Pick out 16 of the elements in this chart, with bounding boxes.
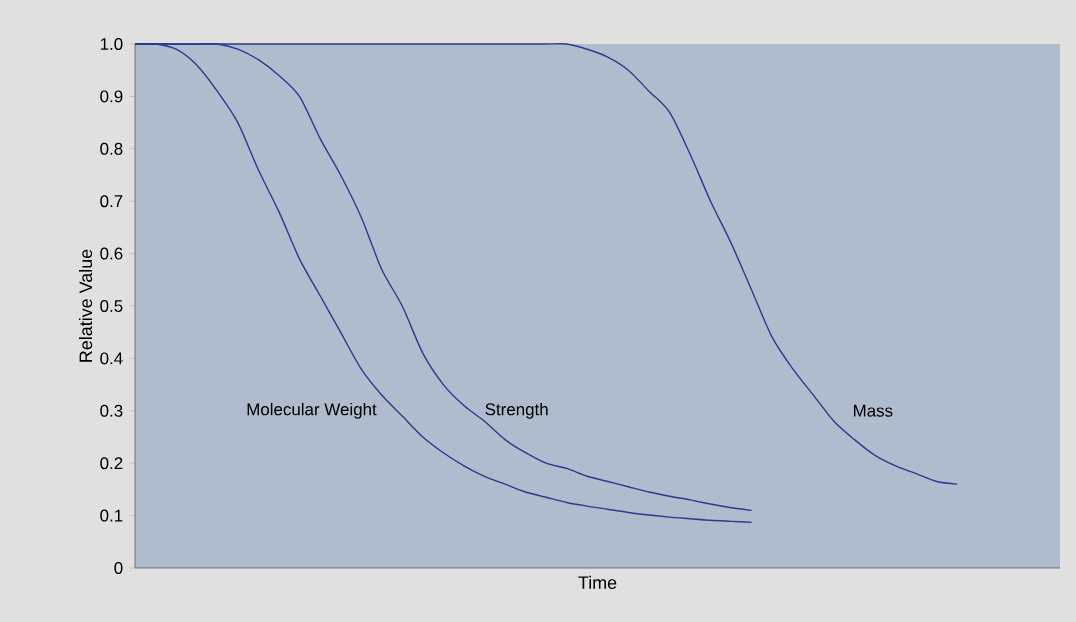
series-label: Mass [853, 404, 893, 417]
series-label: Strength [485, 402, 548, 419]
y-tick-label: 0.2 [100, 457, 123, 470]
y-tick-label: 0.4 [100, 352, 123, 365]
y-tick-label: 0.6 [100, 247, 123, 260]
y-tick-label: 0.5 [100, 299, 123, 312]
y-tick-label: 0.3 [100, 404, 123, 417]
y-tick-label: 0.9 [100, 90, 123, 103]
series-label: Molecular Weight [247, 402, 377, 419]
y-tick-label: 0.8 [100, 142, 123, 155]
x-axis-title: Time [578, 575, 617, 589]
y-tick-label: 1.0 [100, 37, 123, 50]
y-tick-label: 0.7 [100, 195, 123, 208]
y-tick-label: 0.1 [100, 509, 123, 522]
y-tick-label: 0 [114, 561, 123, 574]
y-axis-title: Relative Value [78, 249, 93, 362]
